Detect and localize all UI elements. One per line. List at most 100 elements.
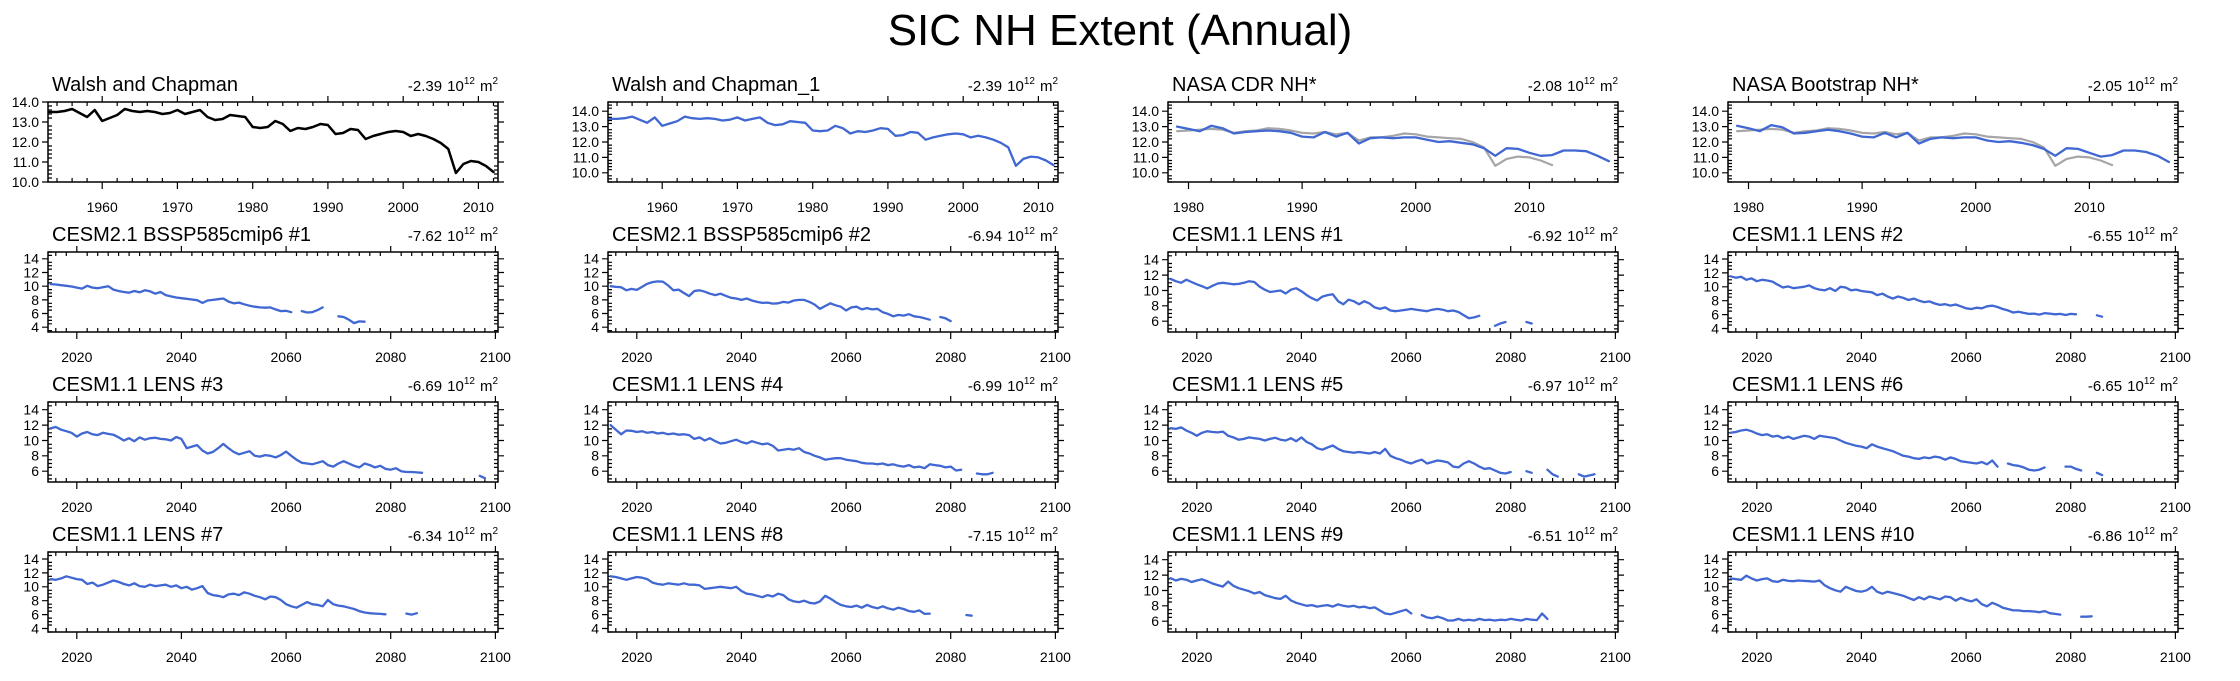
- trend-coefficient: -6.86: [2087, 528, 2123, 545]
- axis-ticks: [1722, 546, 2184, 639]
- trend-coefficient: -7.15: [967, 528, 1003, 545]
- series-lens-9: [1169, 577, 1549, 622]
- chart-canvas: 1980 1990 2000 2010 14.013.012.011.010.0: [1692, 96, 2184, 215]
- trend-unit-exponent: 2: [1612, 526, 1618, 537]
- axis-ticks: [1722, 96, 2184, 189]
- y-tick-label: 14.0: [572, 103, 599, 119]
- y-tick-label: 6: [1711, 607, 1719, 623]
- plot-box: [607, 401, 1059, 483]
- trend-unit: m: [1039, 378, 1053, 395]
- axis-ticks: [1162, 246, 1624, 339]
- trend-coefficient: -2.05: [2087, 78, 2123, 95]
- plot-box: [1727, 551, 2179, 633]
- series-lens-2: [1729, 275, 2104, 318]
- series-walsh-chapman-1: [608, 115, 1055, 167]
- panel-header: NASA Bootstrap NH* -2.05 1012 m2: [1732, 70, 2178, 96]
- y-tick-label: 14.0: [12, 96, 39, 110]
- trend-exponent: 12: [1023, 76, 1035, 87]
- y-tick-label: 10: [583, 579, 599, 595]
- y-tick-label: 10: [583, 432, 599, 448]
- y-tick-label: 8: [1151, 298, 1159, 314]
- trend-unit-exponent: 2: [1052, 226, 1058, 237]
- panel-header: CESM1.1 LENS #8 -7.15 1012 m2: [612, 520, 1058, 546]
- y-tick-label: 10.0: [1132, 165, 1159, 181]
- chart-panel: CESM1.1 LENS #9 -6.51 1012 m2 2020 2040 2060 20…: [1120, 520, 1680, 670]
- trend-base: 10: [1567, 228, 1584, 245]
- x-tick-label: 2100: [1600, 649, 1631, 665]
- panel-header: CESM1.1 LENS #5 -6.97 1012 m2: [1172, 370, 1618, 396]
- page-title: SIC NH Extent (Annual): [887, 6, 1353, 55]
- y-tick-label: 4: [1711, 620, 1719, 636]
- x-tick-label: 2100: [480, 349, 511, 365]
- trend-base: 10: [1007, 228, 1024, 245]
- trend-exponent: 12: [1023, 376, 1035, 387]
- x-tick-label: 2040: [166, 499, 197, 515]
- y-tick-label: 4: [31, 319, 39, 335]
- trend-exponent: 12: [1023, 526, 1035, 537]
- x-tick-label: 2020: [1741, 649, 1772, 665]
- panel-header: NASA CDR NH* -2.08 1012 m2: [1172, 70, 1618, 96]
- y-tick-label: 6: [31, 463, 39, 479]
- trend-exponent: 12: [2143, 526, 2155, 537]
- plot-box: [1727, 251, 2179, 333]
- series-lens-8: [609, 575, 973, 617]
- y-tick-label: 10: [1143, 282, 1159, 298]
- y-tick-label: 12.0: [1692, 134, 1719, 150]
- trend-coefficient: -7.62: [407, 228, 443, 245]
- y-tick-label: 12: [1143, 567, 1159, 583]
- trend-unit: m: [2159, 78, 2173, 95]
- y-tick-label: 12: [1143, 267, 1159, 283]
- trend-value: -7.62 1012 m2: [408, 224, 498, 246]
- trend-unit-exponent: 2: [2172, 76, 2178, 87]
- trend-exponent: 12: [1583, 76, 1595, 87]
- trend-base: 10: [2127, 78, 2144, 95]
- trend-base: 10: [447, 228, 464, 245]
- series-cesm21-1: [49, 282, 366, 325]
- trend-exponent: 12: [463, 526, 475, 537]
- plot-box: [47, 251, 499, 333]
- trend-value: -6.97 1012 m2: [1528, 374, 1618, 396]
- x-tick-label: 2080: [935, 649, 966, 665]
- x-tick-label: 2010: [1514, 199, 1545, 215]
- trend-unit: m: [1599, 378, 1613, 395]
- panel-title: CESM1.1 LENS #2: [1732, 224, 1904, 246]
- y-tick-label: 13.0: [12, 114, 39, 130]
- x-tick-label: 2080: [375, 649, 406, 665]
- y-tick-label: 8: [1711, 293, 1719, 309]
- x-tick-label: 2000: [948, 199, 979, 215]
- panel-title: CESM1.1 LENS #7: [52, 524, 224, 546]
- trend-exponent: 12: [1583, 226, 1595, 237]
- y-tick-label: 11.0: [1133, 149, 1159, 165]
- trend-base: 10: [447, 528, 464, 545]
- trend-exponent: 12: [2143, 76, 2155, 87]
- x-tick-label: 2020: [1741, 349, 1772, 365]
- y-tick-label: 12.0: [572, 134, 599, 150]
- x-tick-label: 1980: [1733, 199, 1764, 215]
- x-tick-label: 2040: [166, 349, 197, 365]
- y-tick-label: 14: [583, 551, 599, 567]
- y-tick-label: 12: [23, 565, 39, 581]
- trend-base: 10: [1567, 378, 1584, 395]
- x-tick-label: 1970: [162, 199, 193, 215]
- panel-title: CESM1.1 LENS #4: [612, 374, 784, 396]
- x-tick-label: 2000: [1400, 199, 1431, 215]
- y-tick-label: 14: [1143, 252, 1159, 268]
- series-nasa-bootstrap: [1735, 123, 2171, 164]
- plot-box: [1167, 101, 1619, 183]
- series-lens-7: [49, 575, 419, 616]
- x-tick-label: 2080: [2055, 349, 2086, 365]
- axis-ticks: [42, 246, 504, 339]
- x-tick-label: 2020: [1741, 499, 1772, 515]
- x-tick-label: 2060: [831, 349, 862, 365]
- y-tick-label: 14: [1703, 251, 1719, 267]
- x-tick-label: 2020: [1181, 349, 1212, 365]
- y-tick-label: 14: [23, 402, 39, 418]
- y-tick-label: 6: [591, 305, 599, 321]
- trend-unit: m: [479, 378, 493, 395]
- plot-box: [47, 551, 499, 633]
- y-tick-label: 6: [31, 607, 39, 623]
- x-tick-label: 1980: [237, 199, 268, 215]
- trend-coefficient: -6.97: [1527, 378, 1563, 395]
